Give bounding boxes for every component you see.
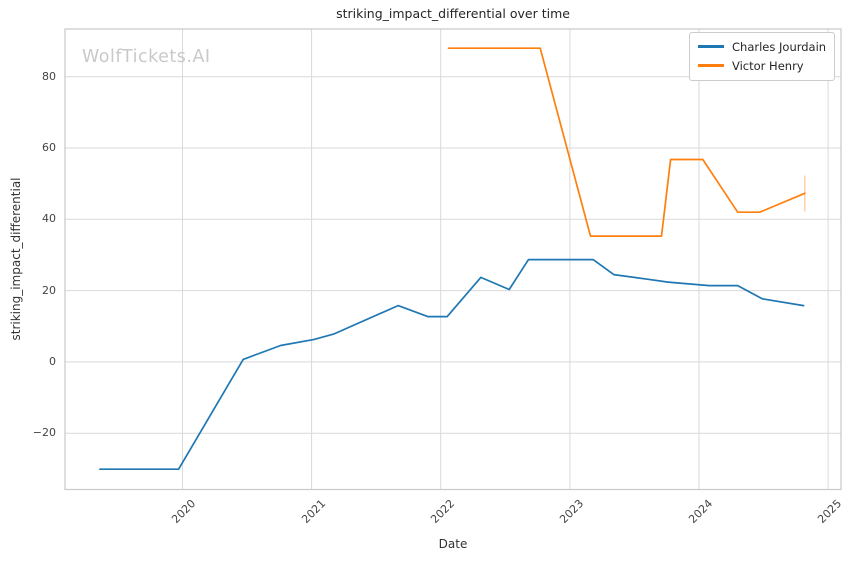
y-tick-label: 60 [42, 141, 56, 155]
legend-item: Charles Jourdain [698, 37, 826, 56]
y-tick-label: 0 [49, 354, 56, 368]
chart-title: striking_impact_differential over time [336, 6, 570, 21]
legend: Charles Jourdain Victor Henry [689, 32, 835, 81]
plot-frame [64, 28, 842, 491]
x-axis-label: Date [438, 537, 468, 551]
legend-line-swatch [698, 45, 724, 48]
y-tick-label: 40 [42, 212, 56, 226]
legend-item-label: Victor Henry [732, 58, 804, 73]
legend-item: Victor Henry [698, 56, 826, 75]
legend-item-label: Charles Jourdain [732, 39, 827, 54]
watermark: WolfTickets.AI [82, 47, 211, 67]
series-line-victor-henry [447, 47, 806, 237]
y-tick-label: −20 [32, 426, 56, 440]
y-tick-label: 80 [42, 69, 56, 83]
series-line-charles-jourdain [99, 258, 805, 471]
y-tick-label: 20 [42, 283, 56, 297]
legend-line-swatch [698, 64, 724, 67]
y-axis-label: striking_impact_differential [9, 177, 23, 341]
